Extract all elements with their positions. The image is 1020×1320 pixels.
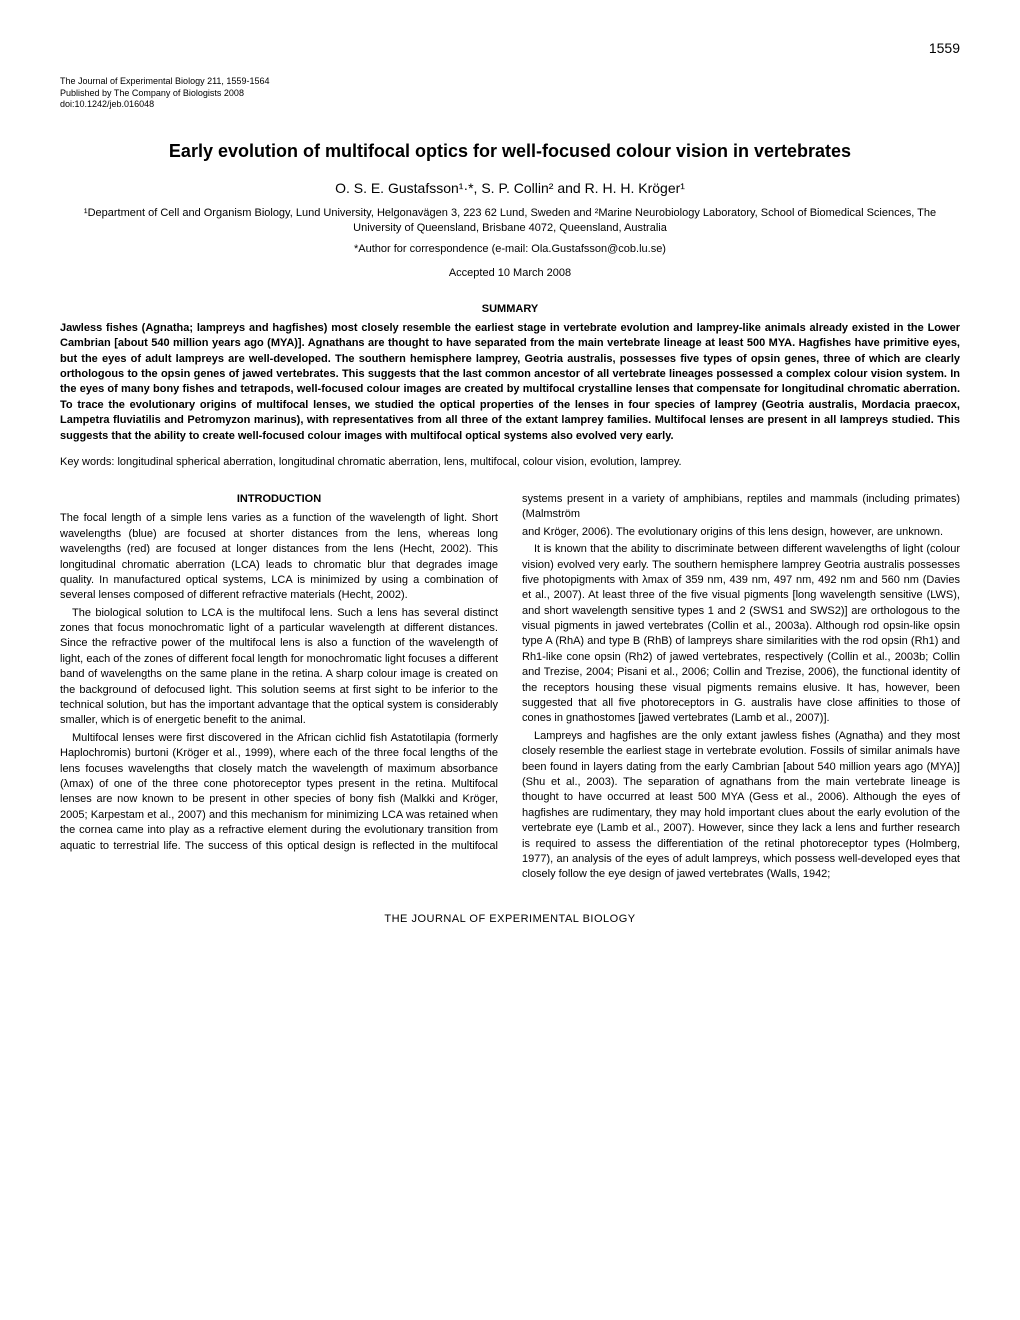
article-title: Early evolution of multifocal optics for… <box>60 141 960 162</box>
page-number: 1559 <box>60 40 960 56</box>
journal-line2: Published by The Company of Biologists 2… <box>60 88 960 100</box>
authors: O. S. E. Gustafsson¹·*, S. P. Collin² an… <box>60 180 960 196</box>
body-paragraph: The focal length of a simple lens varies… <box>60 511 498 603</box>
body-paragraph: It is known that the ability to discrimi… <box>522 542 960 727</box>
journal-line3: doi:10.1242/jeb.016048 <box>60 99 960 111</box>
journal-info: The Journal of Experimental Biology 211,… <box>60 76 960 111</box>
body-paragraph: and Kröger, 2006). The evolutionary orig… <box>522 525 960 540</box>
body-paragraph: Lampreys and hagfishes are the only exta… <box>522 729 960 883</box>
correspondence: *Author for correspondence (e-mail: Ola.… <box>60 243 960 255</box>
intro-heading: INTRODUCTION <box>60 492 498 507</box>
summary-heading: SUMMARY <box>60 303 960 315</box>
footer-journal-name: THE JOURNAL OF EXPERIMENTAL BIOLOGY <box>60 913 960 925</box>
keywords: Key words: longitudinal spherical aberra… <box>60 456 960 468</box>
journal-line1: The Journal of Experimental Biology 211,… <box>60 76 960 88</box>
accepted-date: Accepted 10 March 2008 <box>60 267 960 279</box>
affiliations: ¹Department of Cell and Organism Biology… <box>60 206 960 237</box>
body-paragraph: The biological solution to LCA is the mu… <box>60 606 498 729</box>
body-content: INTRODUCTION The focal length of a simpl… <box>60 492 960 883</box>
summary-text: Jawless fishes (Agnatha; lampreys and ha… <box>60 321 960 444</box>
